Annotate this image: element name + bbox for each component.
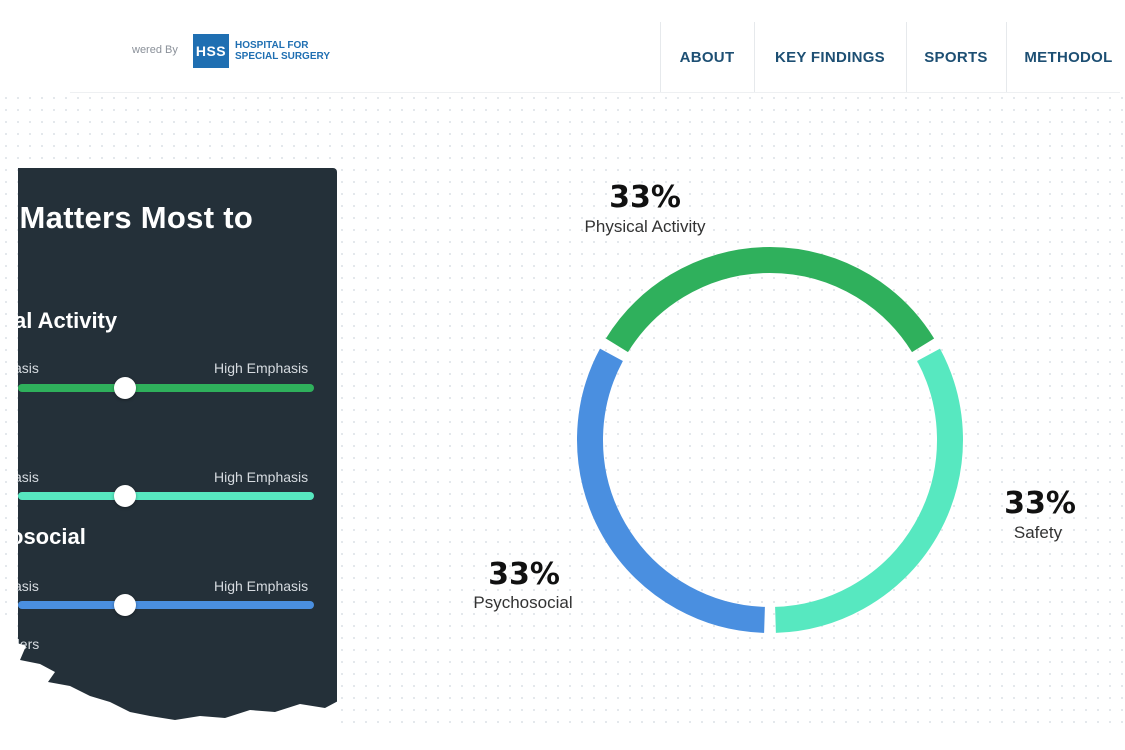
safety-slider-track[interactable] (18, 492, 314, 500)
nav-sports[interactable]: SPORTS (924, 48, 988, 66)
physical-activity-slider-track[interactable] (18, 384, 314, 392)
physical-activity-heading: al Activity (18, 308, 118, 333)
top-nav: ABOUT KEY FINDINGS SPORTS METHODOL (660, 22, 1125, 92)
panel-title: t Matters Most to (18, 200, 254, 235)
logo-line-2: SPECIAL SURGERY (235, 51, 331, 62)
nav-divider (754, 22, 755, 92)
high-emphasis-label: High Emphasis (214, 578, 309, 594)
nav-key-findings[interactable]: KEY FINDINGS (774, 48, 885, 66)
powered-by-label: wered By (132, 44, 178, 56)
hss-logo-mark: HSS (193, 34, 229, 68)
high-emphasis-label: High Emphasis (214, 360, 309, 376)
priorities-donut-chart (577, 247, 963, 633)
hss-logo[interactable]: HSS HOSPITAL FOR SPECIAL SURGERY (193, 34, 330, 68)
nav-divider (906, 22, 907, 92)
psychosocial-slider-handle[interactable] (114, 594, 136, 616)
nav-bottom-border (70, 92, 1120, 93)
logo-line-1: HOSPITAL FOR (235, 40, 309, 51)
nav-divider (660, 22, 661, 92)
nav-divider (1006, 22, 1007, 92)
psychosocial-slider-track[interactable] (18, 601, 314, 609)
psychosocial-label: Psychosocial (473, 593, 573, 612)
low-emphasis-label: asis (18, 360, 39, 376)
nav-about[interactable]: ABOUT (679, 48, 735, 66)
psychosocial-heading: osocial (18, 524, 86, 549)
nav-methodology[interactable]: METHODOL (1024, 48, 1113, 66)
low-emphasis-label: asis (18, 578, 39, 594)
safety-label: Safety (1013, 523, 1063, 542)
physical-activity-percent: 33% (609, 180, 681, 215)
donut-segment-psychosocial[interactable] (577, 348, 765, 633)
donut-segment-physical-activity[interactable] (605, 247, 935, 353)
priorities-panel: t Matters Most to al Activity asis High … (18, 168, 337, 720)
physical-activity-label: Physical Activity (584, 217, 706, 236)
hss-logo-text: HOSPITAL FOR SPECIAL SURGERY (235, 40, 330, 62)
safety-percent: 33% (1004, 486, 1076, 521)
torn-edge-decoration (0, 620, 340, 750)
high-emphasis-label: High Emphasis (214, 469, 309, 485)
psychosocial-percent: 33% (488, 557, 560, 592)
low-emphasis-label: asis (18, 469, 39, 485)
safety-slider-handle[interactable] (114, 485, 136, 507)
physical-activity-slider-handle[interactable] (114, 377, 136, 399)
donut-segment-safety[interactable] (775, 348, 963, 633)
